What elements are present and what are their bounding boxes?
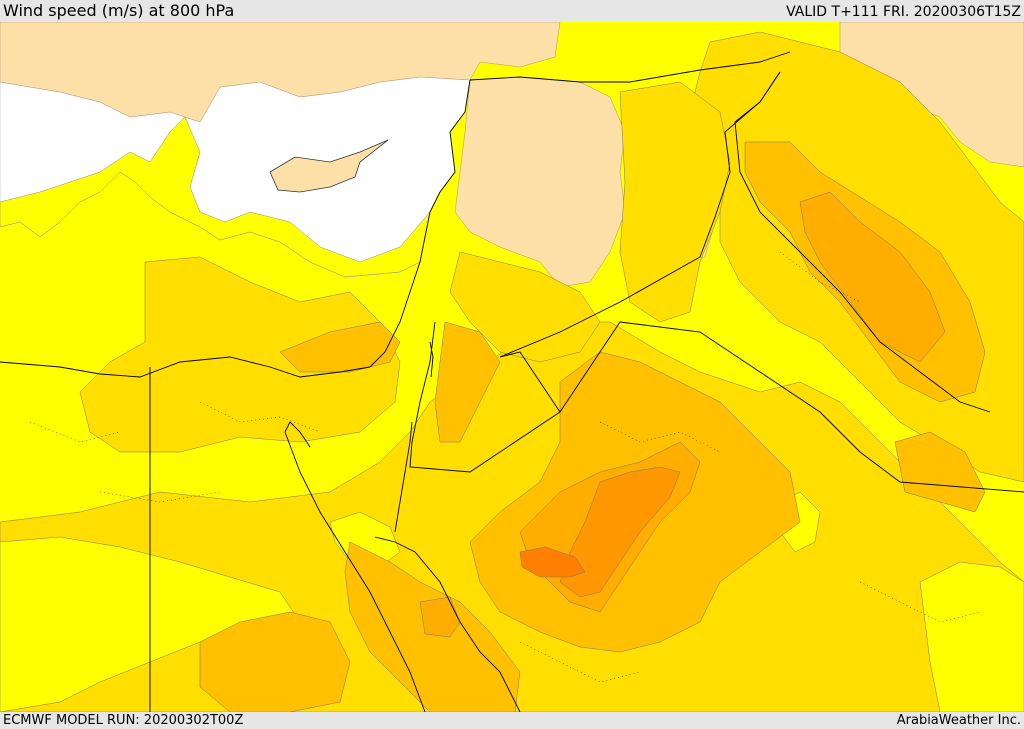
wind-band-2-egypt — [79, 256, 401, 453]
province-lines — [29, 251, 981, 683]
yellow-patch-3 — [919, 561, 1024, 712]
turkey-border — [469, 51, 791, 83]
iran-iraq-border — [734, 71, 991, 413]
map-footer: ECMWF MODEL RUN: 20200302T00Z ArabiaWeat… — [0, 712, 1024, 729]
credit: ArabiaWeather Inc. — [896, 713, 1021, 728]
wind-band-5-core — [519, 546, 586, 578]
wind-speed-map — [0, 22, 1024, 712]
wind-band-2-iraq — [619, 81, 731, 323]
coastline-levant — [369, 79, 471, 368]
model-run: ECMWF MODEL RUN: 20200302T00Z — [3, 713, 244, 728]
syria-iraq-border — [499, 71, 781, 358]
wind-band-3-se — [894, 431, 986, 513]
wind-band-3-sw — [199, 611, 351, 712]
borders — [0, 51, 1024, 712]
dead-sea — [429, 341, 434, 378]
land-syria — [454, 76, 626, 288]
wind-band-3-sinai — [279, 321, 401, 373]
wind-band-4-east — [799, 191, 946, 363]
saudi-iraq-border — [559, 321, 1024, 493]
wind-band-5 — [559, 466, 681, 598]
map-header: Wind speed (m/s) at 800 hPa VALID T+111 … — [0, 0, 1024, 22]
land-north — [0, 22, 561, 123]
coastline-red-sea-east — [374, 536, 521, 712]
map-title: Wind speed (m/s) at 800 hPa — [3, 1, 235, 20]
gulf-of-suez — [284, 421, 311, 448]
jordan-border — [409, 321, 561, 473]
wind-band-3-levant — [434, 321, 501, 443]
cyprus — [269, 139, 389, 193]
gulf-of-aqaba — [394, 421, 413, 533]
yellow-patch-1 — [329, 511, 401, 568]
wind-band-4-redsea — [419, 596, 461, 638]
coastline-red-sea-west — [284, 431, 426, 712]
valid-time: VALID T+111 FRI. 20200306T15Z — [786, 4, 1021, 20]
coastline-north-africa — [0, 356, 371, 378]
wind-band-2-levant — [449, 251, 601, 363]
